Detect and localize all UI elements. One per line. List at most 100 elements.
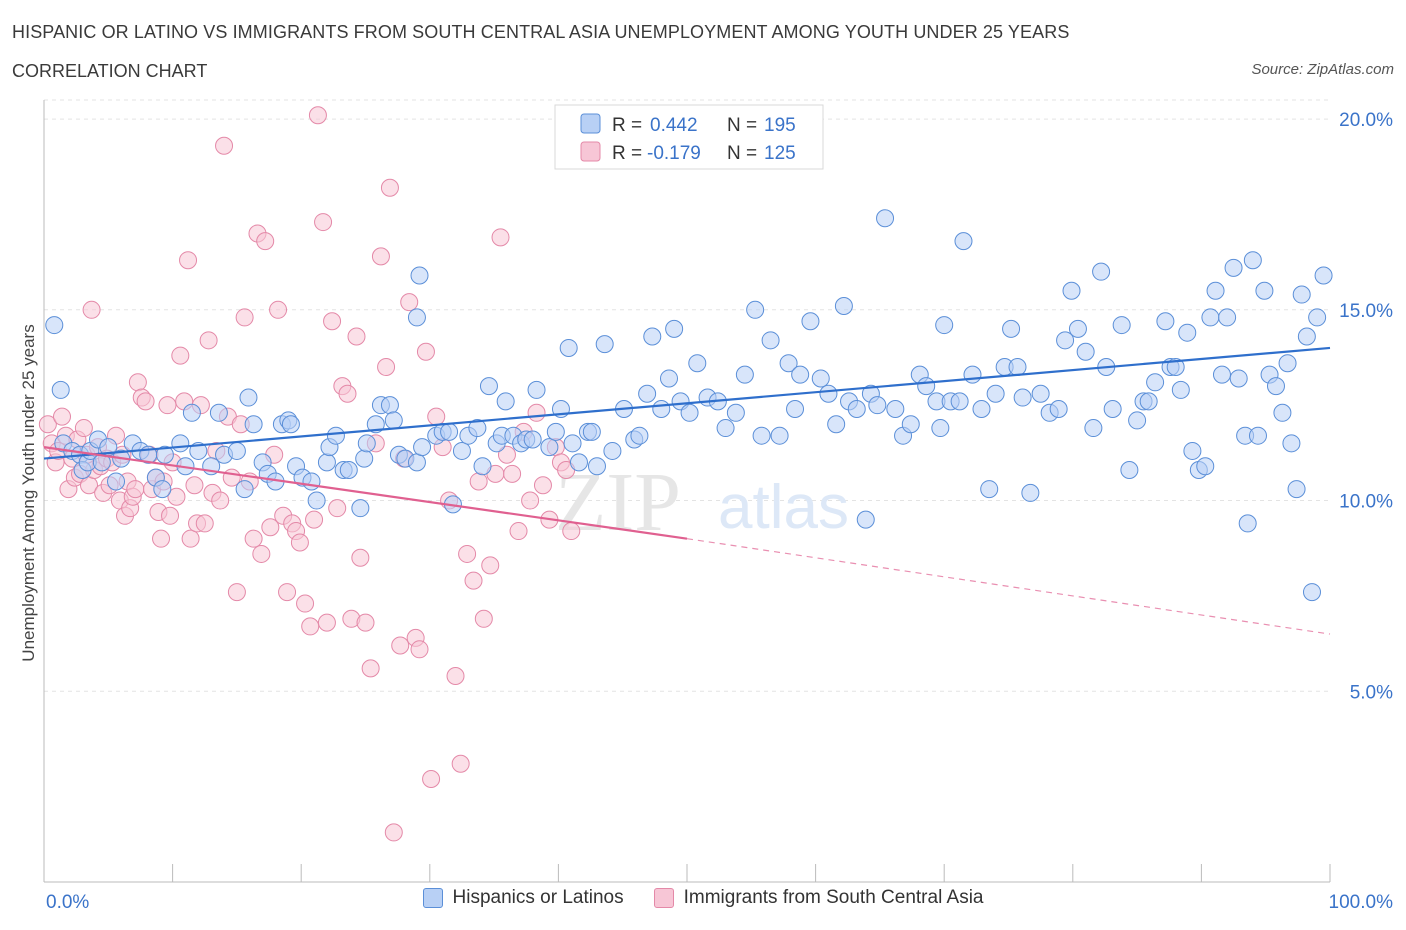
blue-point bbox=[1218, 308, 1237, 327]
blue-point bbox=[901, 415, 920, 434]
pink-point bbox=[400, 293, 419, 312]
blue-point bbox=[972, 399, 991, 418]
blue-point bbox=[171, 434, 190, 453]
blue-point bbox=[856, 510, 875, 529]
pink-point bbox=[328, 499, 347, 518]
pink-point bbox=[235, 308, 254, 327]
legend-r-label-1: R = bbox=[612, 115, 642, 136]
pink-point bbox=[244, 529, 263, 548]
legend-swatch-immigrants bbox=[653, 888, 674, 908]
pink-point bbox=[256, 232, 275, 251]
pink-point bbox=[128, 373, 147, 392]
y-tick-label: 20.0% bbox=[1339, 110, 1393, 131]
blue-point bbox=[1178, 323, 1197, 342]
blue-point bbox=[1287, 480, 1306, 499]
blue-point bbox=[45, 316, 64, 335]
blue-point bbox=[1156, 312, 1175, 331]
pink-point bbox=[351, 548, 370, 567]
blue-point bbox=[569, 453, 588, 472]
blue-point bbox=[153, 480, 172, 499]
pink-point bbox=[527, 403, 546, 422]
blue-point bbox=[1229, 369, 1248, 388]
blue-point bbox=[1278, 354, 1297, 373]
blue-point bbox=[1166, 358, 1185, 377]
blue-point bbox=[811, 369, 830, 388]
pink-point bbox=[451, 754, 470, 773]
blue-point bbox=[1139, 392, 1158, 411]
legend-n-value-1: 195 bbox=[764, 115, 796, 136]
blue-point bbox=[1201, 308, 1220, 327]
blue-point bbox=[407, 453, 426, 472]
pink-point bbox=[497, 445, 516, 464]
pink-point bbox=[521, 491, 540, 510]
axes bbox=[43, 100, 1331, 883]
blue-point bbox=[779, 354, 798, 373]
pink-point bbox=[171, 346, 190, 365]
blue-point bbox=[630, 426, 649, 445]
blue-point bbox=[559, 338, 578, 357]
blue-point bbox=[643, 327, 662, 346]
pink-point bbox=[181, 529, 200, 548]
blue-point bbox=[355, 449, 374, 468]
blue-point bbox=[1103, 399, 1122, 418]
blue-point bbox=[1183, 441, 1202, 460]
pink-point bbox=[491, 228, 510, 247]
pink-point bbox=[446, 667, 465, 686]
blue-point bbox=[752, 426, 771, 445]
y-axis-label: Unemployment Among Youth under 25 years bbox=[19, 324, 38, 661]
blue-point bbox=[868, 396, 887, 415]
blue-point bbox=[1120, 461, 1139, 480]
blue-point bbox=[801, 312, 820, 331]
pink-point bbox=[391, 636, 410, 655]
blue-point bbox=[209, 403, 228, 422]
pink-point bbox=[252, 544, 271, 563]
blue-point bbox=[847, 399, 866, 418]
pink-point bbox=[356, 613, 375, 632]
blue-point bbox=[182, 403, 201, 422]
pink-point bbox=[167, 487, 186, 506]
legend-swatch-blue bbox=[580, 113, 601, 134]
blue-point bbox=[413, 438, 432, 457]
blue-point bbox=[281, 415, 300, 434]
pink-point bbox=[199, 331, 218, 350]
trend-line-blue bbox=[43, 346, 1331, 460]
blue-point bbox=[1248, 426, 1267, 445]
blue-point bbox=[239, 388, 258, 407]
blue-point bbox=[339, 461, 358, 480]
blue-point bbox=[1021, 483, 1040, 502]
pink-point bbox=[380, 178, 399, 197]
pink-point bbox=[464, 571, 483, 590]
blue-point bbox=[1049, 399, 1068, 418]
blue-point bbox=[587, 457, 606, 476]
pink-point bbox=[308, 106, 327, 125]
blue-point bbox=[1084, 419, 1103, 438]
pink-point bbox=[562, 522, 581, 541]
blue-point bbox=[380, 396, 399, 415]
blue-point bbox=[527, 380, 546, 399]
y-tick-label: 10.0% bbox=[1339, 492, 1393, 513]
blue-point bbox=[235, 480, 254, 499]
blue-point bbox=[963, 365, 982, 384]
blue-point bbox=[716, 419, 735, 438]
pink-point bbox=[227, 583, 246, 602]
pink-point bbox=[290, 533, 309, 552]
blue-point bbox=[317, 453, 336, 472]
legend-item-hispanics: Hispanics or Latinos bbox=[422, 887, 624, 909]
blue-point bbox=[51, 380, 70, 399]
legend-n-value-2: 125 bbox=[764, 143, 796, 164]
trend-line-pink-extension bbox=[686, 538, 1331, 635]
blue-point bbox=[761, 331, 780, 350]
blue-point bbox=[595, 335, 614, 354]
blue-point bbox=[366, 415, 385, 434]
blue-point bbox=[1292, 285, 1311, 304]
pink-point bbox=[136, 392, 155, 411]
trend-lines bbox=[43, 346, 1331, 635]
blue-point bbox=[357, 434, 376, 453]
blue-point bbox=[986, 384, 1005, 403]
blue-point bbox=[1224, 258, 1243, 277]
blue-point bbox=[1171, 380, 1190, 399]
pink-point bbox=[305, 510, 324, 529]
blue-point bbox=[688, 354, 707, 373]
blue-point bbox=[1297, 327, 1316, 346]
blue-point bbox=[1273, 403, 1292, 422]
